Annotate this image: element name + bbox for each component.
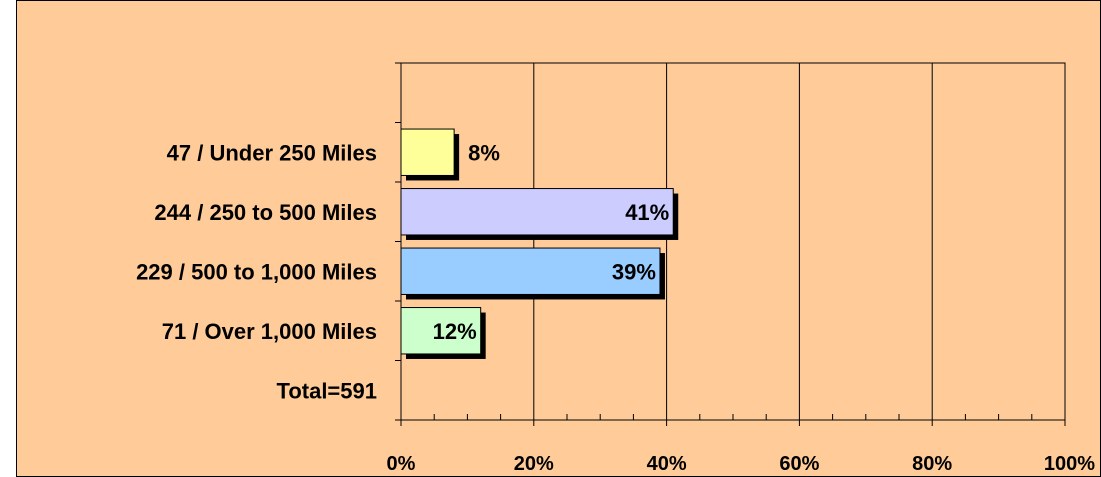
data-label: 12%	[433, 319, 477, 344]
bar	[400, 307, 482, 355]
x-tick-label: 20%	[514, 453, 554, 475]
x-tick-labels: 0% 20% 40% 60% 80% 100%	[387, 453, 1096, 475]
bars	[400, 128, 679, 359]
x-tick-label: 40%	[647, 453, 687, 475]
x-tick-label: 100%	[1044, 453, 1095, 475]
x-tick-label: 0%	[387, 453, 416, 475]
data-labels: 8% 41% 39% 12%	[433, 140, 670, 344]
category-label: 71 / Over 1,000 Miles	[162, 319, 377, 344]
category-label: Total=591	[277, 378, 377, 403]
bar	[400, 188, 674, 236]
category-label: 244 / 250 to 500 Miles	[154, 200, 377, 225]
category-labels: 47 / Under 250 Miles 244 / 250 to 500 Mil…	[136, 140, 377, 403]
x-tick-label: 80%	[912, 453, 952, 475]
data-label: 8%	[468, 140, 500, 165]
data-label: 41%	[625, 200, 669, 225]
data-label: 39%	[612, 259, 656, 284]
bar	[400, 247, 661, 295]
category-label: 47 / Under 250 Miles	[167, 140, 377, 165]
bar	[400, 128, 455, 176]
category-ticks	[395, 62, 401, 421]
x-tick-label: 60%	[779, 453, 819, 475]
minor-ticks	[433, 414, 1033, 420]
category-label: 229 / 500 to 1,000 Miles	[136, 259, 377, 284]
